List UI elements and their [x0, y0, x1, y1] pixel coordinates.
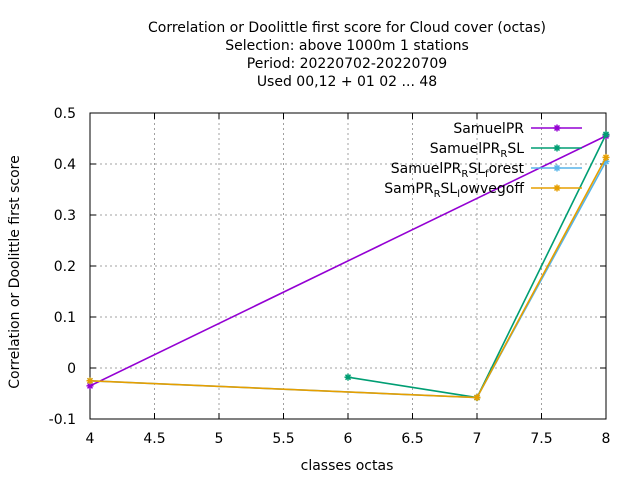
- x-tick-label: 6.5: [401, 431, 423, 447]
- title-line: Period: 20220702-20220709: [247, 56, 447, 72]
- y-tick-label: 0.5: [54, 106, 76, 122]
- series: [86, 130, 610, 402]
- data-point: [602, 130, 610, 138]
- x-tick-label: 6: [344, 431, 353, 447]
- x-tick-label: 7: [473, 431, 482, 447]
- legend-label: SamuelPRRSL: [430, 141, 524, 160]
- title-line: Correlation or Doolittle first score for…: [148, 20, 546, 36]
- legend-entry: SamuelPR: [453, 121, 582, 137]
- x-axis-label: classes octas: [301, 458, 394, 474]
- plot-frame: [89, 112, 607, 420]
- y-tick-label: 0: [67, 361, 76, 377]
- legend-entry: SamPRRSLlowvegoff: [384, 181, 582, 200]
- data-point: [473, 394, 481, 402]
- y-tick-label: 0.3: [54, 208, 76, 224]
- y-tick-label: 0.4: [54, 157, 76, 173]
- axis-ticks: 4 4.5 5 5.5 6 6.5 7 7.5 8 -0.1 0 0.1 0.2 0.3 0.4 0.5: [49, 106, 611, 447]
- series-0: [86, 132, 610, 390]
- legend-label: SamPRRSLlowvegoff: [384, 181, 524, 200]
- x-tick-label: 7.5: [530, 431, 552, 447]
- legend-entry: SamuelPRRSLforest: [391, 161, 582, 180]
- x-tick-label: 4: [86, 431, 95, 447]
- legend-label: SamuelPRRSLforest: [391, 161, 525, 180]
- legend-marker: [553, 144, 561, 152]
- series-3: [86, 153, 610, 402]
- data-point: [344, 373, 352, 381]
- x-tick-label: 4.5: [143, 431, 165, 447]
- legend: SamuelPR SamuelPRRSLSamuelPRRSLforestSamP…: [384, 121, 582, 200]
- legend-marker: [553, 164, 561, 172]
- legend-label: SamuelPR: [453, 121, 524, 137]
- series-line: [89, 135, 607, 387]
- grid: [90, 113, 606, 419]
- legend-marker: [553, 124, 561, 132]
- x-tick-label: 8: [602, 431, 611, 447]
- data-point: [86, 377, 94, 385]
- legend-marker: [553, 184, 561, 192]
- x-tick-label: 5: [215, 431, 224, 447]
- legend-entry: SamuelPRRSL: [430, 141, 582, 160]
- title-line: Used 00,12 + 01 02 ... 48: [257, 74, 437, 90]
- chart-title: Correlation or Doolittle first score for…: [148, 20, 546, 90]
- x-tick-label: 5.5: [272, 431, 294, 447]
- title-line: Selection: above 1000m 1 stations: [225, 38, 469, 54]
- y-tick-label: 0.2: [54, 259, 76, 275]
- data-point: [602, 153, 610, 161]
- y-tick-label: -0.1: [49, 412, 76, 428]
- y-axis-label: Correlation or Doolittle first score: [7, 155, 23, 388]
- y-tick-label: 0.1: [54, 310, 76, 326]
